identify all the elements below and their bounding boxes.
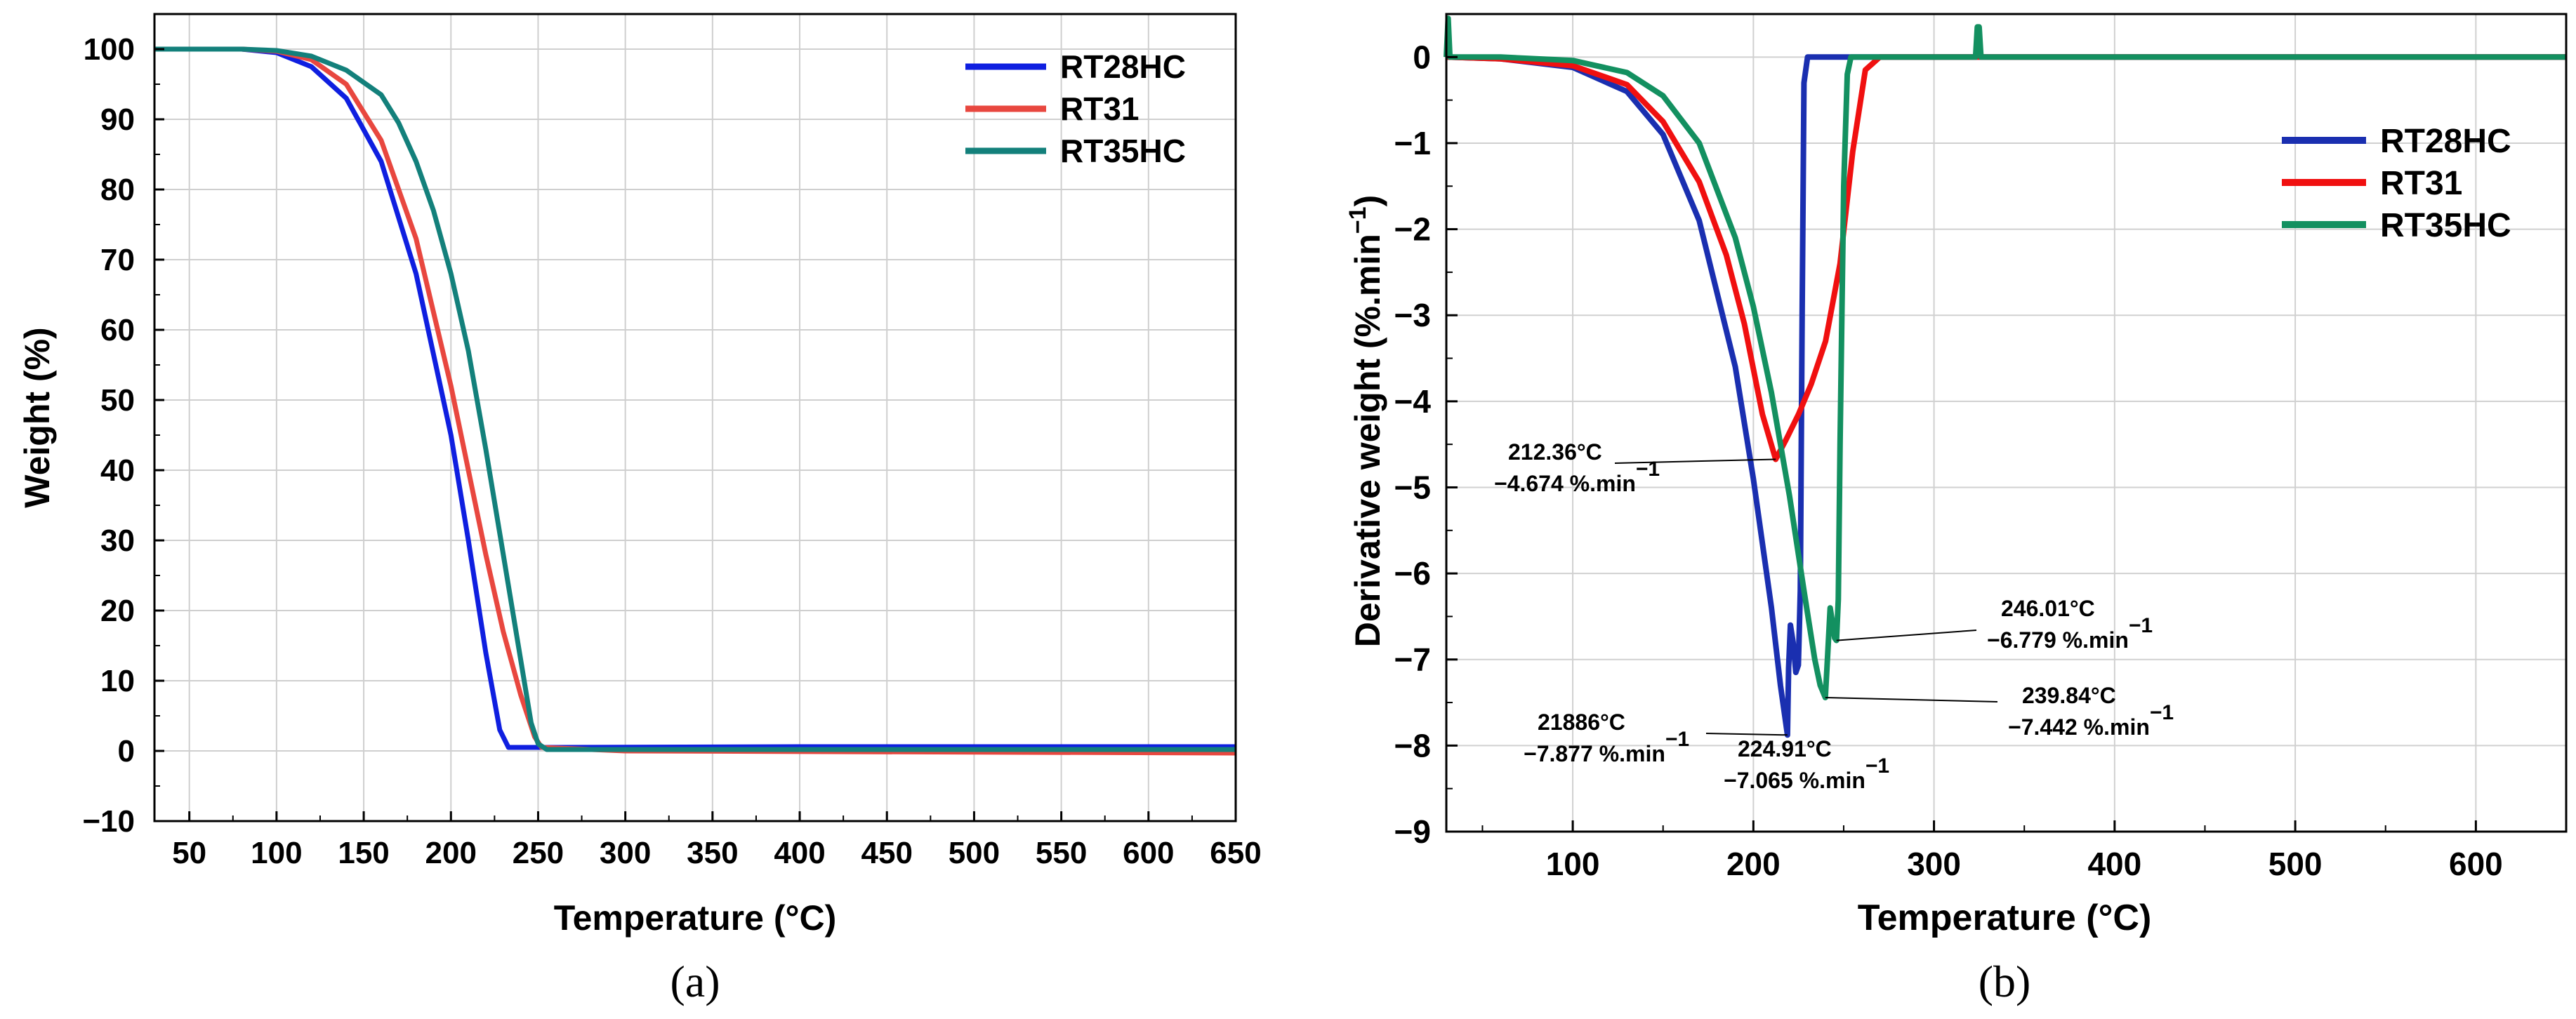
panel-a-x-tick-label: 150: [338, 836, 389, 870]
panel-a-y-tick-label: 70: [100, 243, 135, 277]
annotation-value-rt28hc-peak: −7.877 %.min−1: [1524, 728, 1689, 766]
panel-b-legend-label-rt28hc: RT28HC: [2380, 123, 2511, 160]
panel-a-series: [154, 46, 1236, 756]
annotation-value-rt35hc-peak: −7.442 %.min−1: [2008, 701, 2174, 740]
panel-a-x-tick-label: 50: [172, 836, 206, 870]
panel-b-series-line-rt35hc: [1444, 15, 2566, 700]
panel-b-y-tick-label: 0: [1413, 39, 1431, 75]
annotation-temp-rt28hc-shoulder: 224.91°C: [1738, 736, 1832, 761]
panel-b-y-axis-title: Derivative weight (%.min−1): [1345, 195, 1387, 647]
panel-b-y-axis-title-suffix: ): [1348, 195, 1387, 207]
panel-a-y-tick-label: 0: [118, 734, 135, 768]
panel-b-x-tick-label: 200: [1726, 846, 1781, 882]
panel-a-chart: 50 100 150 200 250 300 350 400 450 500 550 600 650−1…: [18, 13, 1262, 1006]
panel-a-x-tick-label: 100: [251, 836, 302, 870]
annotation-value-superscript: −1: [1665, 728, 1689, 751]
annotation-value-superscript: −1: [1636, 458, 1660, 481]
annotation-value-superscript: −1: [2150, 701, 2174, 724]
panel-b-y-tick-label: −3: [1394, 297, 1431, 333]
panel-b-x-tick-label: 600: [2449, 846, 2503, 882]
panel-b-y-tick-label: −6: [1394, 555, 1431, 592]
annotation-value-text: −7.877 %.min: [1524, 741, 1665, 766]
panel-a-x-tick-label: 250: [513, 836, 564, 870]
panel-a-y-tick-label: 80: [100, 173, 135, 207]
panel-a-y-tick-label: 20: [100, 594, 135, 628]
panel-a-plot-frame: [153, 13, 1237, 822]
panel-b-y-axis-title-sup: −1: [1345, 206, 1371, 234]
panel-a-x-tick-label: 500: [949, 836, 1000, 870]
panel-a-y-tick-label: 100: [84, 32, 135, 67]
annotation-temp-rt35hc-peak: 239.84°C: [2022, 683, 2116, 708]
annotation-leader-rt31-peak: [1614, 458, 1776, 464]
panel-a-x-axis-title: Temperature (°C): [554, 898, 836, 938]
panel-a-x-tick-label: 450: [861, 836, 913, 870]
panel-a-legend-label-rt28hc: RT28HC: [1060, 48, 1186, 85]
panel-b-y-tick-label: −9: [1394, 813, 1431, 850]
annotation-leader-rt35hc-peak: [1825, 696, 1998, 702]
annotation-value-rt31-peak: −4.674 %.min−1: [1494, 458, 1660, 496]
panel-a-legend-label-rt35hc: RT35HC: [1060, 133, 1186, 169]
panel-a-y-tick-label: −10: [82, 804, 135, 839]
panel-b-x-tick-label: 500: [2268, 846, 2323, 882]
panel-a-y-tick-label: 90: [100, 102, 135, 137]
panel-a-x-tick-label: 650: [1210, 836, 1261, 870]
annotation-value-superscript: −1: [1865, 754, 1889, 778]
panel-b-legend: RT28HC RT31 RT35HC: [2282, 123, 2511, 244]
annotation-value-text: −7.442 %.min: [2008, 714, 2150, 740]
panel-a-ticks: 50 100 150 200 250 300 350 400 450 500 550 600 650−1…: [82, 32, 1261, 870]
panel-a-x-tick-label: 200: [425, 836, 477, 870]
panel-b-x-tick-label: 100: [1546, 846, 1600, 882]
panel-b-y-tick-label: −8: [1394, 727, 1431, 764]
panel-a-y-tick-label: 50: [100, 383, 135, 418]
annotation-value-text: −6.779 %.min: [1987, 627, 2129, 653]
annotation-leader-rt28hc-peak: [1705, 733, 1788, 736]
panel-a-x-tick-label: 400: [774, 836, 825, 870]
panel-a-label: (a): [670, 957, 720, 1006]
panel-b-plot-frame: [1445, 13, 2568, 833]
annotation-temp-rt28hc-peak: 21886°C: [1538, 710, 1625, 735]
panel-b-y-tick-label: −1: [1394, 125, 1431, 161]
panel-a-x-tick-label: 350: [687, 836, 738, 870]
panel-a-y-tick-label: 10: [100, 664, 135, 698]
annotation-temp-rt31-peak: 212.36°C: [1508, 439, 1602, 465]
panel-a-x-tick-label: 300: [600, 836, 651, 870]
panel-b-y-axis-title-main: Derivative weight (%.min: [1348, 234, 1387, 647]
annotation-value-superscript: −1: [2129, 614, 2153, 637]
panel-a-legend: RT28HC RT31 RT35HC: [965, 48, 1186, 169]
panel-b-legend-label-rt31: RT31: [2380, 165, 2462, 202]
panel-b-label: (b): [1979, 957, 2031, 1006]
panel-b-x-tick-label: 300: [1907, 846, 1961, 882]
panel-a-y-tick-label: 40: [100, 453, 135, 488]
panel-b-y-tick-label: −4: [1394, 383, 1432, 420]
panel-a-legend-label-rt31: RT31: [1060, 91, 1139, 127]
panel-a-y-axis-title: Weight (%): [18, 327, 57, 507]
panel-b-ticks: 100 200 300 400 500 600 0 −1 −2 −3 −4 −5 −6 −7 −8 −9: [1394, 39, 2503, 882]
panel-b-grid: [1446, 14, 2566, 832]
annotation-value-text: −4.674 %.min: [1494, 471, 1636, 496]
panel-a-y-tick-label: 60: [100, 313, 135, 347]
panel-b-legend-label-rt35hc: RT35HC: [2380, 207, 2511, 244]
panel-a-x-tick-label: 550: [1036, 836, 1087, 870]
panel-a-y-tick-label: 30: [100, 524, 135, 558]
panel-a-series-line-rt35hc: [154, 46, 1236, 752]
annotation-temp-rt35hc-shoulder: 246.01°C: [2001, 596, 2095, 621]
panel-b-chart: 100 200 300 400 500 600 0 −1 −2 −3 −4 −5 −6 −7 −8 −9 21…: [1345, 13, 2568, 1006]
panel-b-y-tick-label: −2: [1394, 211, 1431, 248]
panel-b-x-axis-title: Temperature (°C): [1858, 898, 2152, 938]
panel-b-y-tick-label: −5: [1394, 469, 1431, 505]
annotation-leader-rt35hc-shoulder: [1836, 630, 1977, 641]
panel-b-y-tick-label: −7: [1394, 641, 1431, 678]
annotation-value-rt28hc-shoulder: −7.065 %.min−1: [1724, 754, 1889, 793]
annotation-value-text: −7.065 %.min: [1724, 768, 1865, 793]
panel-b-x-tick-label: 400: [2087, 846, 2141, 882]
panel-a-x-tick-label: 600: [1123, 836, 1174, 870]
annotation-value-rt35hc-shoulder: −6.779 %.min−1: [1987, 614, 2153, 653]
